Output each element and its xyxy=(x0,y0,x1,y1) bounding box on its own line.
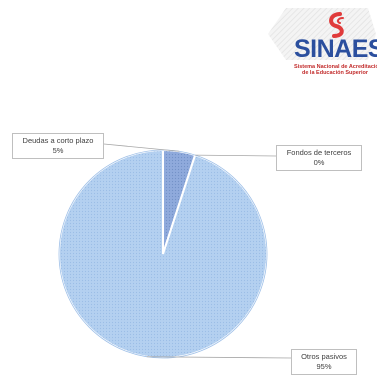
data-label-deudas-pct: 5% xyxy=(52,146,64,155)
logo-wordmark: SINAES xyxy=(294,35,377,63)
logo-subtitle-line1: Sistema Nacional de Acreditación xyxy=(294,64,377,70)
data-label-otros-name: Otros pasivos xyxy=(301,352,347,361)
data-label-fondos-pct: 0% xyxy=(313,158,325,167)
pie-slice-otros xyxy=(58,148,268,359)
leader-line-otros xyxy=(146,356,292,359)
data-label-fondos: Fondos de terceros 0% xyxy=(276,145,362,171)
logo-subtitle: Sistema Nacional de Acreditación de la E… xyxy=(294,64,377,76)
data-label-fondos-name: Fondos de terceros xyxy=(286,148,352,157)
sinaes-logo: SINAES Sistema Nacional de Acreditación … xyxy=(268,4,377,86)
swirl-icon xyxy=(329,12,344,38)
leader-line-fondos xyxy=(195,154,277,157)
logo-background-icon xyxy=(268,8,376,60)
data-label-deudas-name: Deudas a corto plazo xyxy=(22,136,94,145)
leader-line-deudas xyxy=(103,143,180,152)
data-label-otros: Otros pasivos 95% xyxy=(291,349,357,375)
logo-subtitle-line2: de la Educación Superior xyxy=(301,70,369,76)
data-label-deudas: Deudas a corto plazo 5% xyxy=(12,133,104,159)
data-label-otros-pct: 95% xyxy=(316,362,332,371)
